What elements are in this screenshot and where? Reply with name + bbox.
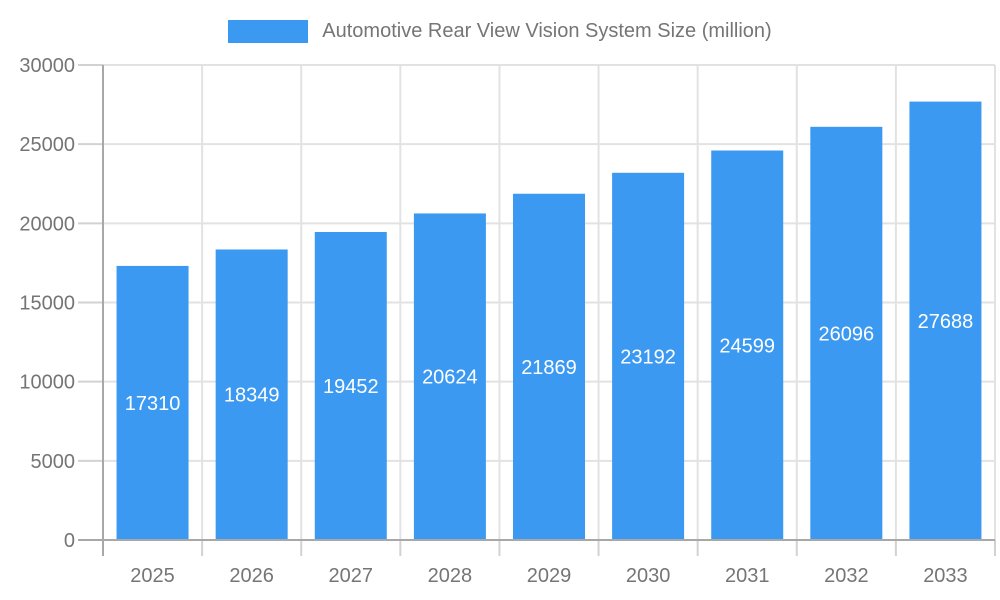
legend-item[interactable]: Automotive Rear View Vision System Size … [228, 19, 772, 43]
y-tick-label: 10000 [19, 372, 75, 394]
x-tick-label: 2025 [130, 565, 175, 587]
legend-swatch-icon [228, 19, 309, 43]
bar-value-label: 17310 [125, 393, 181, 415]
legend: Automotive Rear View Vision System Size … [0, 16, 1000, 46]
bar[interactable] [413, 213, 486, 540]
bar-value-label: 23192 [620, 346, 676, 368]
x-tick-label: 2032 [824, 565, 869, 587]
x-tick-label: 2030 [626, 565, 671, 587]
bar-value-label: 26096 [819, 323, 875, 345]
bar-value-label: 20624 [422, 367, 478, 389]
y-tick-label: 15000 [19, 293, 75, 315]
legend-label: Automotive Rear View Vision System Size … [322, 20, 772, 42]
y-tick-label: 5000 [31, 451, 76, 473]
x-tick-label: 2033 [923, 565, 968, 587]
y-tick-label: 25000 [19, 134, 75, 156]
bar-value-label: 19452 [323, 376, 379, 398]
y-tick-label: 20000 [19, 213, 75, 235]
bar[interactable] [711, 150, 784, 540]
x-tick-label: 2026 [229, 565, 274, 587]
bar[interactable] [612, 172, 685, 540]
bar-value-label: 24599 [719, 335, 775, 357]
bar[interactable] [116, 265, 189, 540]
bar[interactable] [513, 193, 585, 540]
x-tick-label: 2027 [329, 565, 374, 587]
bar[interactable] [215, 249, 288, 540]
y-tick-label: 30000 [19, 55, 75, 77]
bar[interactable] [810, 126, 883, 541]
bar[interactable] [314, 232, 387, 540]
x-tick-label: 2029 [527, 565, 572, 587]
bar-value-label: 27688 [918, 311, 974, 333]
bar-value-label: 18349 [224, 385, 280, 407]
x-tick-label: 2031 [725, 565, 770, 587]
y-tick-label: 0 [64, 530, 75, 552]
bar-value-label: 21869 [521, 357, 577, 379]
x-tick-label: 2028 [428, 565, 473, 587]
bar[interactable] [909, 101, 982, 541]
